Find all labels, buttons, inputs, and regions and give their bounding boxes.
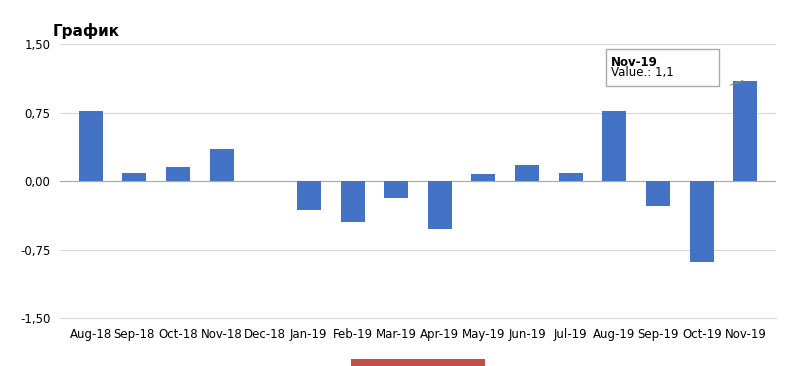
Bar [78,111,102,181]
Bar [515,165,539,181]
FancyBboxPatch shape [606,49,719,86]
Bar [341,181,365,223]
Bar [734,81,758,181]
Bar [166,167,190,181]
Bar [471,174,495,181]
Text: Nov-19: Nov-19 [611,56,658,69]
Bar [690,181,714,262]
Bar [384,181,408,198]
Bar [558,173,583,181]
Bar [646,181,670,206]
Bar [122,173,146,181]
Bar [602,111,626,181]
Text: Value.: 1,1: Value.: 1,1 [611,66,674,79]
Bar [210,149,234,181]
Text: График: График [53,23,120,38]
Bar [428,181,452,229]
Bar [297,181,321,209]
